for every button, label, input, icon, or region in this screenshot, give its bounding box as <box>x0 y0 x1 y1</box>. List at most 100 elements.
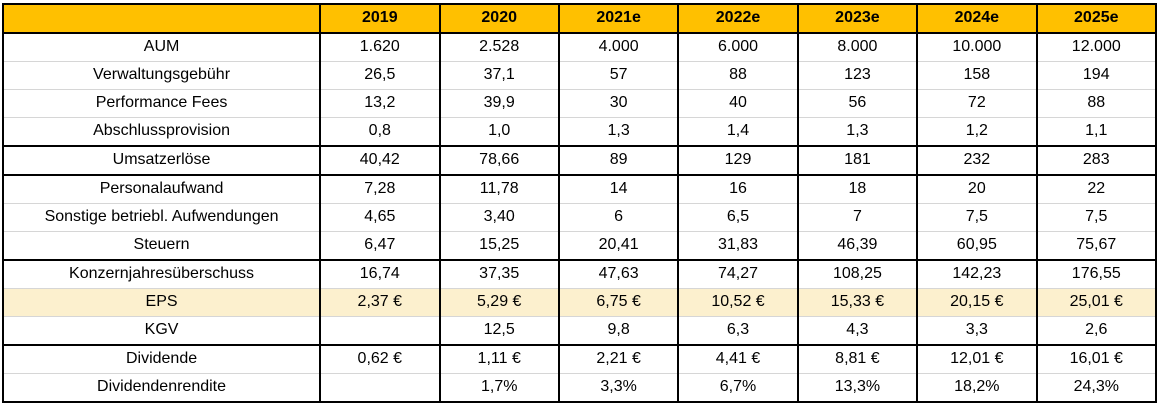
table-cell: 89 <box>557 145 680 176</box>
table-cell: 142,23 <box>916 259 1038 289</box>
table-cell: 6,47 <box>319 231 441 260</box>
table-row: AUM 1.620 2.528 4.000 6.000 8.000 10.000 12.000 <box>1 32 1158 62</box>
column-header-2022e: 2022e <box>677 3 799 34</box>
column-header-2024e: 2024e <box>916 3 1038 34</box>
table-cell: 0,8 <box>319 117 441 146</box>
table-cell: 1,2 <box>916 117 1038 146</box>
table-cell: 6,7% <box>677 373 799 402</box>
row-label: Konzernjahresüberschuss <box>1 259 322 289</box>
table-cell: 24,3% <box>1035 373 1158 402</box>
table-cell: 39,9 <box>438 89 560 118</box>
column-header-2021e: 2021e <box>557 3 680 34</box>
table-cell: 194 <box>1035 61 1158 90</box>
table-cell <box>319 373 441 402</box>
table-cell: 60,95 <box>916 231 1038 260</box>
table-row: Dividendenrendite 1,7% 3,3% 6,7% 13,3% 18,2% 2… <box>1 373 1158 402</box>
table-row: Verwaltungsgebühr 26,5 37,1 57 88 123 158 194 <box>1 61 1158 90</box>
table-cell: 88 <box>677 61 799 90</box>
column-header-2020: 2020 <box>438 3 560 34</box>
table-cell: 18 <box>796 174 919 204</box>
table-cell: 0,62 € <box>319 344 441 374</box>
table-cell: 108,25 <box>796 259 919 289</box>
table-cell <box>319 316 441 345</box>
table-cell: 4.000 <box>557 32 680 62</box>
table-cell: 123 <box>796 61 919 90</box>
table-cell: 37,35 <box>438 259 560 289</box>
table-cell: 57 <box>557 61 680 90</box>
table-cell: 7,5 <box>1035 203 1158 232</box>
row-label: Sonstige betriebl. Aufwendungen <box>1 203 322 232</box>
table-cell: 4,3 <box>796 316 919 345</box>
table-cell: 1,1 <box>1035 117 1158 146</box>
table-cell: 11,78 <box>438 174 560 204</box>
table-cell: 1,4 <box>677 117 799 146</box>
table-cell: 46,39 <box>796 231 919 260</box>
table-cell: 7,5 <box>916 203 1038 232</box>
table-cell: 1,0 <box>438 117 560 146</box>
table-cell: 8.000 <box>796 32 919 62</box>
table-cell: 6 <box>557 203 680 232</box>
row-label: Abschlussprovision <box>1 117 322 146</box>
table-cell: 16,01 € <box>1035 344 1158 374</box>
row-label: KGV <box>1 316 322 345</box>
table-cell: 12,01 € <box>916 344 1038 374</box>
table-row: Konzernjahresüberschuss 16,74 37,35 47,63 74… <box>1 259 1158 289</box>
row-label: Umsatzerlöse <box>1 145 322 176</box>
table-cell: 7,28 <box>319 174 441 204</box>
table-cell: 8,81 € <box>796 344 919 374</box>
table-row: Abschlussprovision 0,8 1,0 1,3 1,4 1,3 1,2 1,1 <box>1 117 1158 146</box>
table-cell: 6,3 <box>677 316 799 345</box>
financial-projection-table-wrap: 2019 2020 2021e 2022e 2023e 2024e 2025e … <box>1 3 1158 403</box>
table-cell: 75,67 <box>1035 231 1158 260</box>
row-label: Steuern <box>1 231 322 260</box>
column-header-2019: 2019 <box>319 3 441 34</box>
table-cell: 1,11 € <box>438 344 560 374</box>
row-label: AUM <box>1 32 322 62</box>
table-cell: 88 <box>1035 89 1158 118</box>
table-cell: 3,40 <box>438 203 560 232</box>
table-cell: 13,2 <box>319 89 441 118</box>
table-cell: 2,6 <box>1035 316 1158 345</box>
table-cell: 15,25 <box>438 231 560 260</box>
table-cell: 158 <box>916 61 1038 90</box>
table-cell: 37,1 <box>438 61 560 90</box>
table-cell: 78,66 <box>438 145 560 176</box>
table-cell: 4,41 € <box>677 344 799 374</box>
table-row: EPS 2,37 €5,29 €6,75 €10,52 €15,33 €20,15… <box>1 288 1158 317</box>
table-row: Steuern 6,47 15,25 20,41 31,83 46,39 60,95 75,6… <box>1 231 1158 260</box>
table-cell: 22 <box>1035 174 1158 204</box>
table-row: Personalaufwand 7,28 11,78 14 16 18 20 22 <box>1 174 1158 204</box>
table-cell: 16 <box>677 174 799 204</box>
table-cell: 26,5 <box>319 61 441 90</box>
row-label: Dividende <box>1 344 322 374</box>
table-cell: 6,75 € <box>557 288 680 317</box>
table-cell: 30 <box>557 89 680 118</box>
column-header-2025e: 2025e <box>1035 3 1158 34</box>
table-cell: 40,42 <box>319 145 441 176</box>
table-cell: 13,3% <box>796 373 919 402</box>
table-cell: 20,15 € <box>916 288 1038 317</box>
row-label: Performance Fees <box>1 89 322 118</box>
table-cell: 1,3 <box>557 117 680 146</box>
row-label: Personalaufwand <box>1 174 322 204</box>
financial-projection-table: 2019 2020 2021e 2022e 2023e 2024e 2025e … <box>1 3 1158 403</box>
table-cell: 10.000 <box>916 32 1038 62</box>
table-cell: 16,74 <box>319 259 441 289</box>
table-cell: 6.000 <box>677 32 799 62</box>
table-cell: 74,27 <box>677 259 799 289</box>
table-cell: 20 <box>916 174 1038 204</box>
table-cell: 283 <box>1035 145 1158 176</box>
row-label: Verwaltungsgebühr <box>1 61 322 90</box>
table-cell: 25,01 € <box>1035 288 1158 317</box>
column-header-empty <box>1 3 322 34</box>
table-cell: 3,3% <box>557 373 680 402</box>
row-label: EPS <box>1 288 322 317</box>
header-row: 2019 2020 2021e 2022e 2023e 2024e 2025e <box>1 3 1158 34</box>
table-row: Performance Fees 13,2 39,9 30 40 56 72 88 <box>1 89 1158 118</box>
table-row: Umsatzerlöse 40,42 78,66 89 129 181 232 283 <box>1 145 1158 176</box>
table-cell: 56 <box>796 89 919 118</box>
table-cell: 1,7% <box>438 373 560 402</box>
row-label: Dividendenrendite <box>1 373 322 402</box>
table-cell: 15,33 € <box>796 288 919 317</box>
column-header-2023e: 2023e <box>796 3 919 34</box>
